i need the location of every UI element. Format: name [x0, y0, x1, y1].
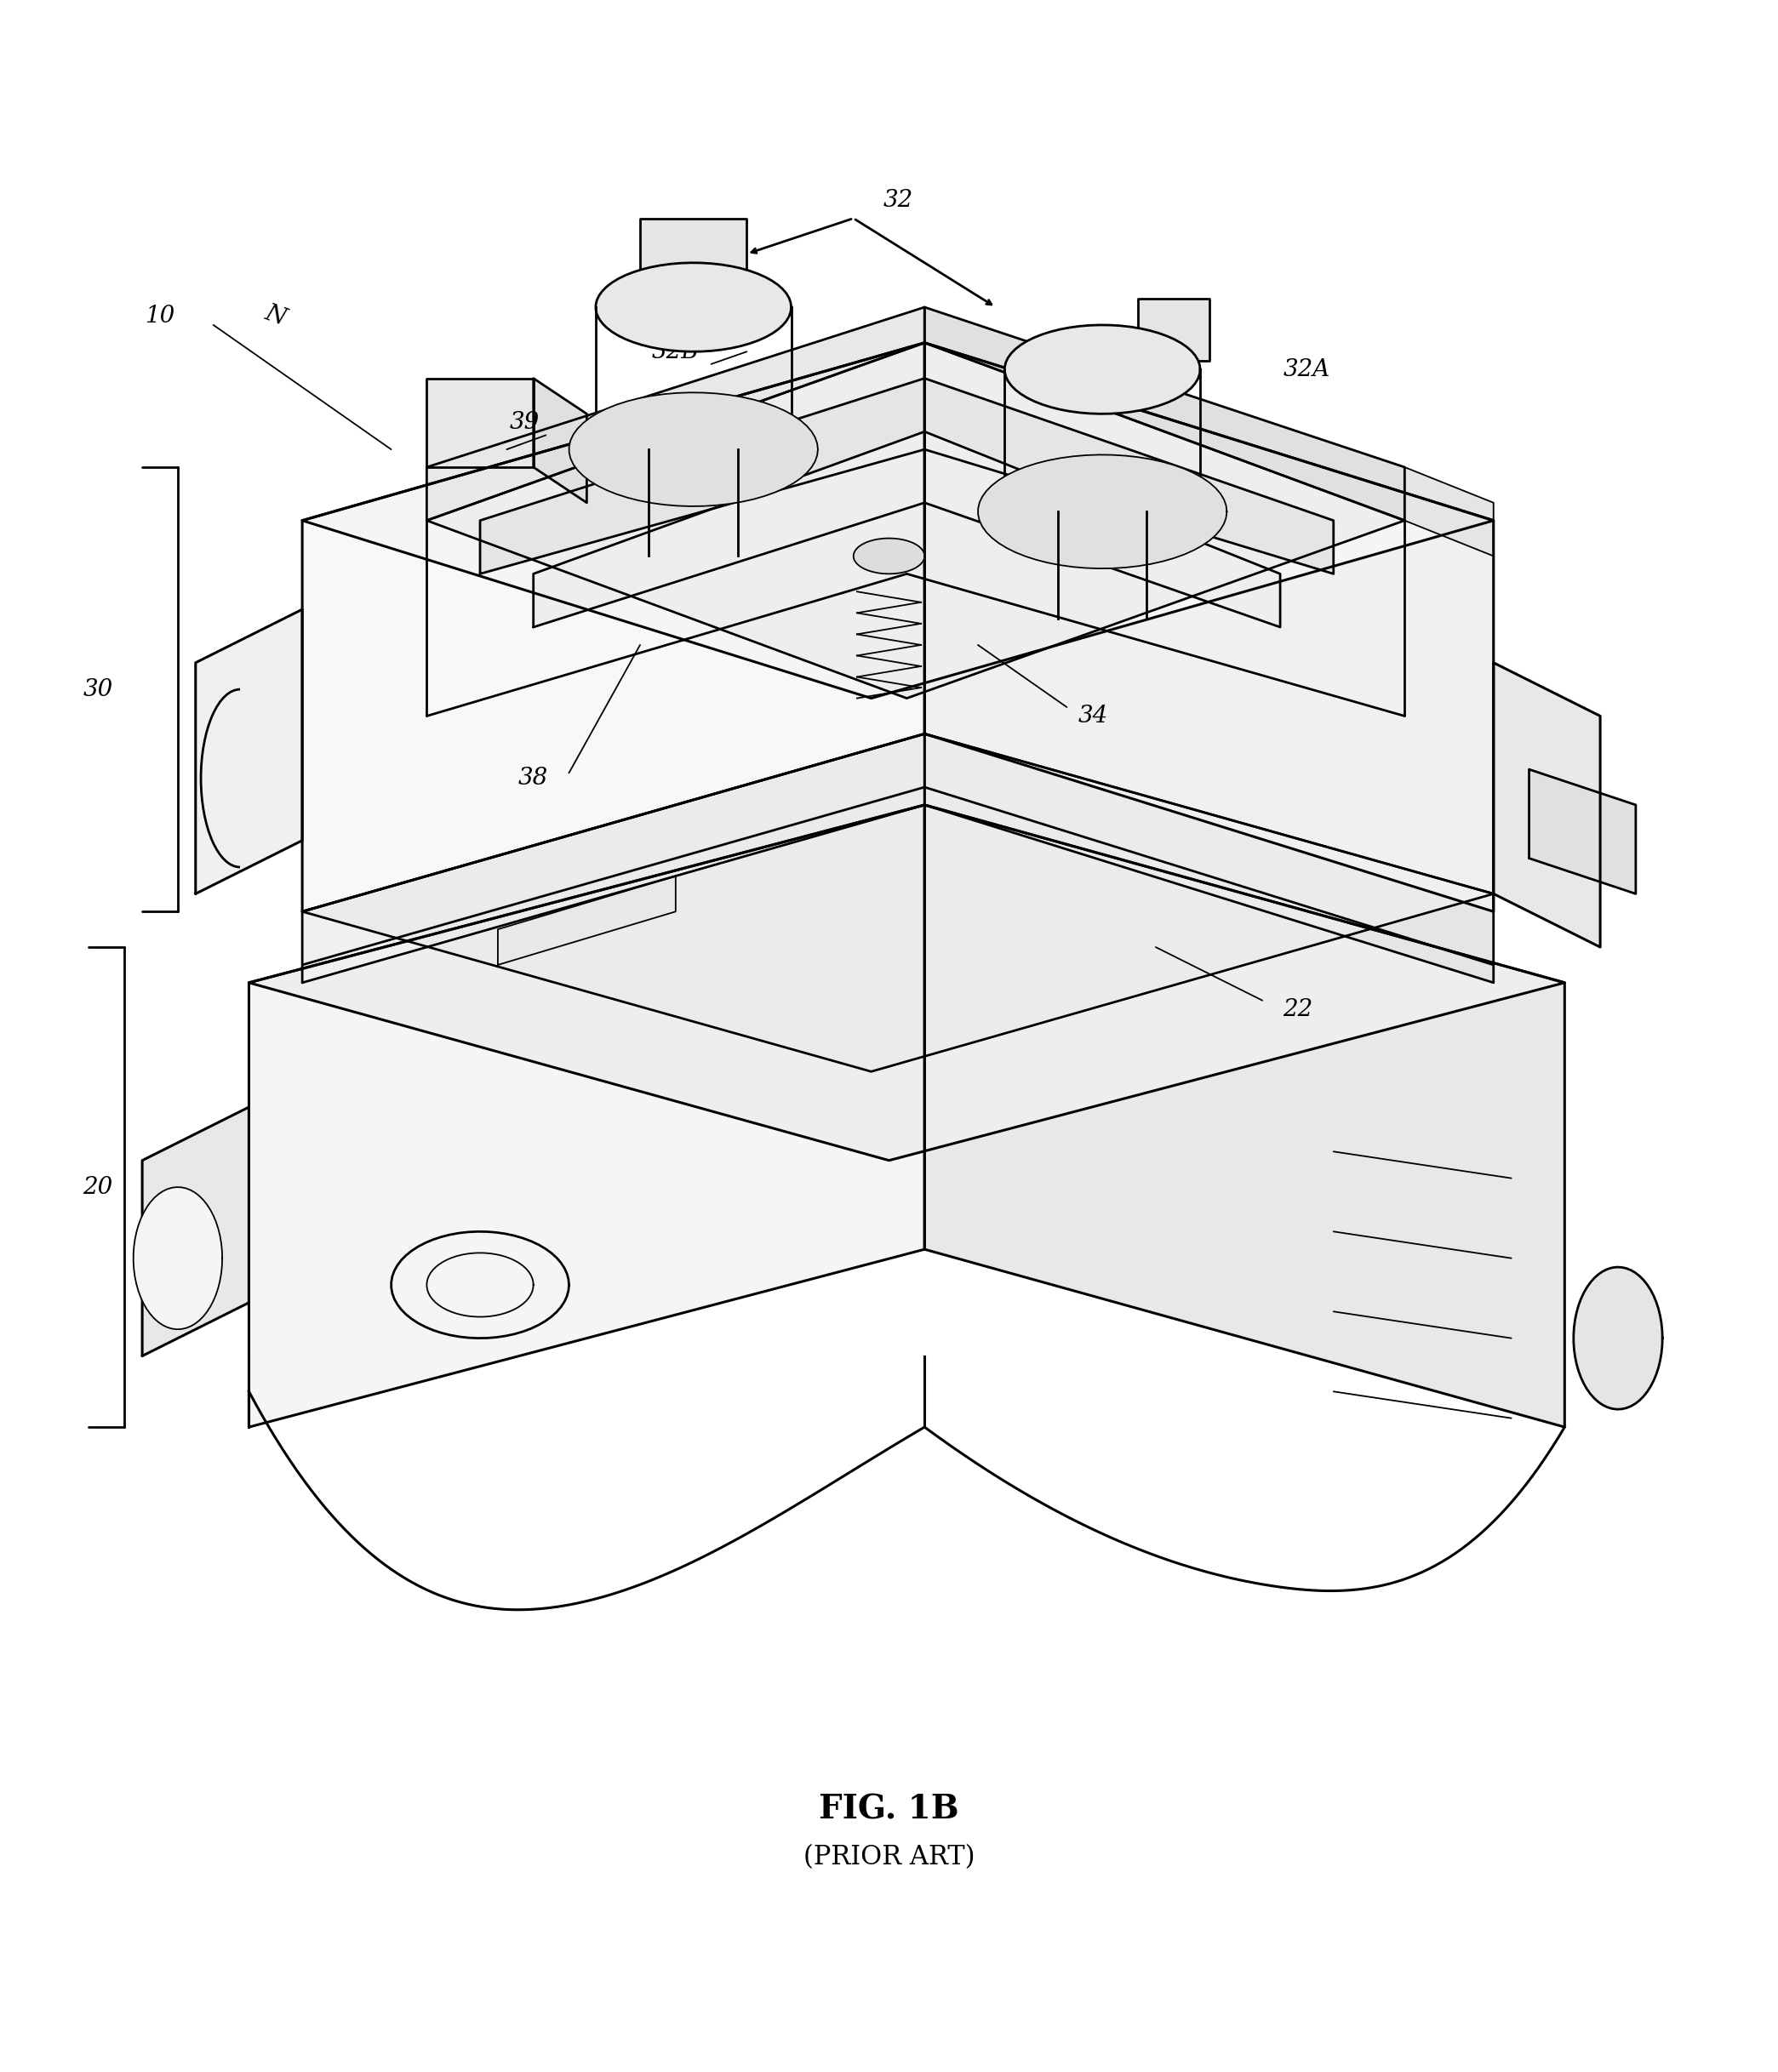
Text: 22: 22: [1284, 999, 1312, 1021]
Text: 32A: 32A: [1284, 358, 1330, 381]
Text: 34: 34: [1079, 704, 1108, 727]
Polygon shape: [596, 263, 791, 352]
Polygon shape: [1529, 769, 1636, 893]
Polygon shape: [1574, 1268, 1662, 1409]
Text: 10: 10: [146, 305, 174, 327]
Polygon shape: [569, 392, 818, 506]
Polygon shape: [302, 342, 925, 912]
Polygon shape: [1005, 325, 1200, 414]
Polygon shape: [249, 804, 1565, 1160]
Polygon shape: [142, 1106, 249, 1355]
Text: N: N: [261, 303, 290, 329]
Polygon shape: [533, 379, 587, 503]
Polygon shape: [978, 454, 1227, 568]
Polygon shape: [1405, 466, 1494, 555]
Polygon shape: [427, 307, 925, 520]
Polygon shape: [249, 804, 925, 1428]
Polygon shape: [853, 539, 925, 574]
Polygon shape: [302, 733, 925, 982]
Polygon shape: [925, 307, 1405, 520]
Polygon shape: [925, 342, 1494, 912]
Text: 32: 32: [884, 189, 912, 211]
Polygon shape: [302, 342, 1494, 698]
Polygon shape: [427, 342, 1405, 698]
Polygon shape: [391, 1231, 569, 1339]
Polygon shape: [925, 804, 1565, 1428]
Text: FIG. 1B: FIG. 1B: [820, 1792, 958, 1825]
Text: 38: 38: [519, 767, 548, 789]
Polygon shape: [133, 1187, 222, 1330]
Polygon shape: [480, 379, 1334, 574]
Text: 39: 39: [510, 410, 539, 435]
Polygon shape: [196, 609, 302, 893]
Polygon shape: [1138, 298, 1209, 361]
Text: 30: 30: [84, 678, 112, 700]
Polygon shape: [427, 379, 533, 466]
Polygon shape: [925, 733, 1494, 982]
Polygon shape: [533, 431, 1280, 628]
Polygon shape: [302, 733, 1494, 1071]
Polygon shape: [498, 876, 676, 966]
Polygon shape: [640, 218, 747, 290]
Text: 20: 20: [84, 1175, 112, 1198]
Polygon shape: [1494, 663, 1600, 947]
Text: 32B: 32B: [653, 340, 699, 363]
Text: (PRIOR ART): (PRIOR ART): [804, 1844, 974, 1871]
